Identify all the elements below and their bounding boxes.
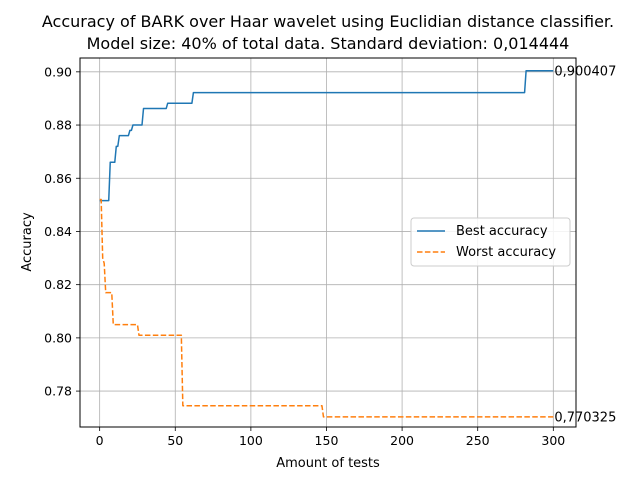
- axis-ticks: 0 50 100 150 200 250 300 0.78 0.80 0.82 0.84 0.86 0.…: [44, 64, 565, 448]
- x-tick-label: 250: [466, 433, 490, 448]
- x-tick-label: 50: [167, 433, 183, 448]
- x-tick-label: 100: [239, 433, 263, 448]
- series-line-worst-accuracy: [99, 198, 554, 418]
- plot-frame: [79, 57, 577, 428]
- y-tick-label: 0.80: [44, 330, 72, 345]
- legend: Best accuracy Worst accuracy: [410, 217, 571, 267]
- y-axis-label: Accuracy: [20, 212, 35, 272]
- x-tick-label: 150: [315, 433, 339, 448]
- x-axis-label: Amount of tests: [276, 456, 380, 471]
- chart-title-line1: Accuracy of BARK over Haar wavelet using…: [42, 12, 614, 31]
- x-tick-label: 300: [541, 433, 565, 448]
- y-tick-label: 0.90: [44, 64, 72, 79]
- end-labels: 0,900407 0,770325: [554, 64, 616, 425]
- x-tick-label: 0: [96, 433, 104, 448]
- end-label-worst-accuracy: 0,770325: [554, 410, 616, 425]
- y-tick-label: 0.88: [44, 118, 72, 133]
- legend-label-worst-accuracy: Worst accuracy: [456, 245, 556, 260]
- y-tick-label: 0.84: [44, 224, 72, 239]
- legend-label-best-accuracy: Best accuracy: [456, 224, 548, 239]
- x-tick-label: 200: [390, 433, 414, 448]
- y-tick-label: 0.82: [44, 277, 72, 292]
- chart-title-line2: Model size: 40% of total data. Standard …: [87, 34, 570, 53]
- y-tick-label: 0.86: [44, 171, 72, 186]
- series-line-best-accuracy: [99, 70, 554, 202]
- y-tick-label: 0.78: [44, 384, 72, 399]
- end-label-best-accuracy: 0,900407: [554, 64, 616, 79]
- series-lines: [99, 70, 554, 418]
- legend-box: [410, 217, 571, 267]
